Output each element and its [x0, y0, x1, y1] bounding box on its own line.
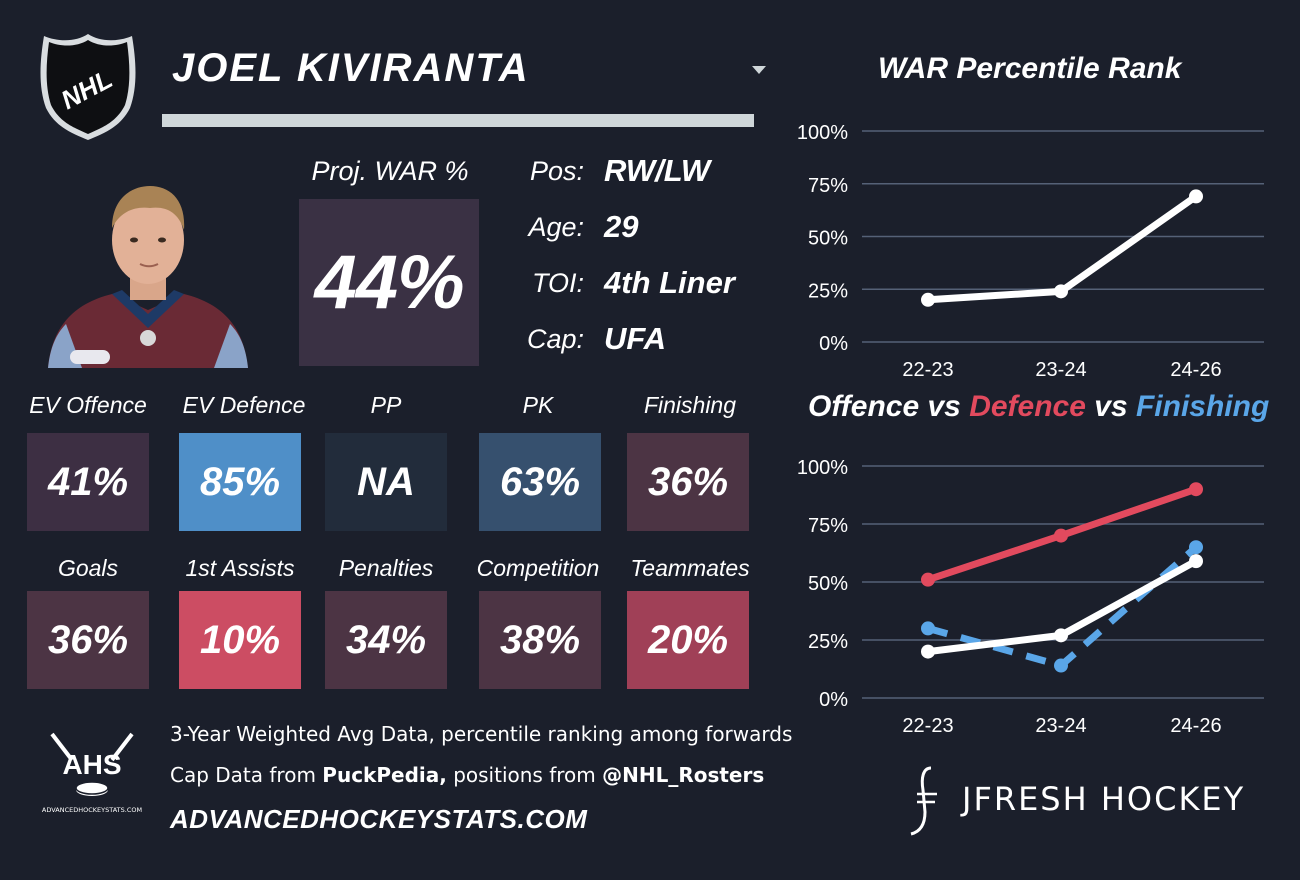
- x-tick-label: 22-23: [902, 715, 953, 737]
- cap-label: Cap:: [526, 324, 584, 354]
- y-tick-label: 50%: [808, 573, 848, 595]
- data-point-defence: [1054, 528, 1068, 543]
- finishing-label: Finishing: [643, 392, 737, 418]
- y-tick-label: 100%: [797, 122, 848, 144]
- nhl-logo: NHL: [36, 30, 140, 142]
- x-tick-label: 23-24: [1035, 715, 1086, 737]
- data-point: [1054, 284, 1068, 299]
- goals-tile: 36%: [27, 591, 149, 689]
- teammates-tile: 20%: [627, 591, 749, 689]
- title-offence: Offence: [808, 390, 920, 423]
- ahs-logo-text: AHS: [62, 749, 121, 780]
- website-url[interactable]: ADVANCEDHOCKEYSTATS.COM: [170, 804, 588, 834]
- jfresh-logo-icon: [905, 764, 945, 838]
- y-tick-label: 0%: [819, 333, 848, 355]
- footer-note-2-mid: positions from: [446, 763, 603, 787]
- ev-offence-label: EV Offence: [29, 392, 147, 418]
- pp-tile: NA: [325, 433, 447, 531]
- age-value: 29: [604, 209, 639, 244]
- x-tick-label: 24-26: [1170, 359, 1221, 381]
- series-line: [924, 192, 1200, 304]
- player-name: JOEL KIVIRANTA: [172, 46, 530, 90]
- pp-label: PP: [370, 392, 402, 418]
- data-point-offence: [1054, 628, 1068, 643]
- ahs-logo-subtext: ADVANCEDHOCKEYSTATS.COM: [42, 806, 142, 814]
- proj-war-tile: 44%: [299, 199, 479, 366]
- data-point-finishing: [1189, 540, 1203, 555]
- jfresh-hockey-brand: JFRESH HOCKEY: [962, 780, 1246, 818]
- x-tick-label: 24-26: [1170, 715, 1221, 737]
- footer-note-2: Cap Data from PuckPedia, positions from …: [170, 763, 764, 787]
- proj-war-label: Proj. WAR %: [311, 156, 469, 186]
- data-point-defence: [1189, 482, 1203, 497]
- age-label: Age:: [528, 212, 584, 242]
- ahs-logo: AHS ADVANCEDHOCKEYSTATS.COM: [42, 726, 142, 818]
- components-chart: 0% 25% 50% 75% 100% 22-23 23-24 24-26: [797, 457, 1264, 737]
- toi-value: 4th Liner: [604, 265, 735, 300]
- player-dropdown-icon[interactable]: [748, 62, 770, 76]
- first-assists-tile: 10%: [179, 591, 301, 689]
- data-point: [1189, 189, 1203, 204]
- ev-defence-label: EV Defence: [182, 392, 306, 418]
- war-percentile-chart: 0% 25% 50% 75% 100% 22-23 23-24 24-26: [797, 122, 1264, 381]
- y-tick-label: 75%: [808, 515, 848, 537]
- title-vs-2: vs: [1085, 390, 1136, 423]
- data-point-defence: [921, 572, 935, 587]
- title-vs-1: vs: [919, 390, 970, 423]
- toi-label: TOI:: [531, 268, 584, 298]
- pk-tile: 63%: [479, 433, 601, 531]
- y-tick-label: 25%: [808, 631, 848, 653]
- x-tick-label: 23-24: [1035, 359, 1086, 381]
- title-finishing: Finishing: [1135, 390, 1270, 423]
- first-assists-label: 1st Assists: [185, 555, 295, 581]
- position-label: Pos:: [529, 156, 584, 186]
- penalties-tile: 34%: [325, 591, 447, 689]
- goals-label: Goals: [57, 555, 119, 581]
- player-photo: [42, 178, 254, 368]
- penalties-label: Penalties: [338, 555, 434, 581]
- war-chart-title: WAR Percentile Rank: [878, 52, 1182, 85]
- puckpedia-link[interactable]: PuckPedia,: [322, 763, 447, 787]
- footer-note-1: 3-Year Weighted Avg Data, percentile ran…: [170, 722, 793, 746]
- x-tick-label: 22-23: [902, 359, 953, 381]
- data-point-finishing: [921, 621, 935, 636]
- y-tick-label: 0%: [819, 689, 848, 711]
- ev-offence-tile: 41%: [27, 433, 149, 531]
- pk-label: PK: [522, 392, 554, 418]
- components-chart-title: Offence vs Defence vs Finishing: [808, 390, 1269, 424]
- y-tick-label: 50%: [808, 228, 848, 250]
- title-defence: Defence: [969, 390, 1086, 423]
- data-point-finishing: [1054, 658, 1068, 673]
- competition-tile: 38%: [479, 591, 601, 689]
- y-tick-label: 25%: [808, 280, 848, 302]
- position-value: RW/LW: [604, 153, 711, 188]
- footer-note-2-prefix: Cap Data from: [170, 763, 323, 787]
- data-point-offence: [921, 644, 935, 659]
- finishing-tile: 36%: [627, 433, 749, 531]
- proj-war-value: 44%: [314, 240, 464, 325]
- y-tick-label: 75%: [808, 175, 848, 197]
- competition-label: Competition: [476, 555, 600, 581]
- cap-value: UFA: [604, 321, 666, 356]
- teammates-label: Teammates: [630, 555, 750, 581]
- data-point-offence: [1189, 554, 1203, 569]
- y-tick-label: 100%: [797, 457, 848, 479]
- data-point: [921, 292, 935, 307]
- nhl-rosters-link[interactable]: @NHL_Rosters: [602, 763, 765, 787]
- name-underline: [162, 114, 754, 127]
- ev-defence-tile: 85%: [179, 433, 301, 531]
